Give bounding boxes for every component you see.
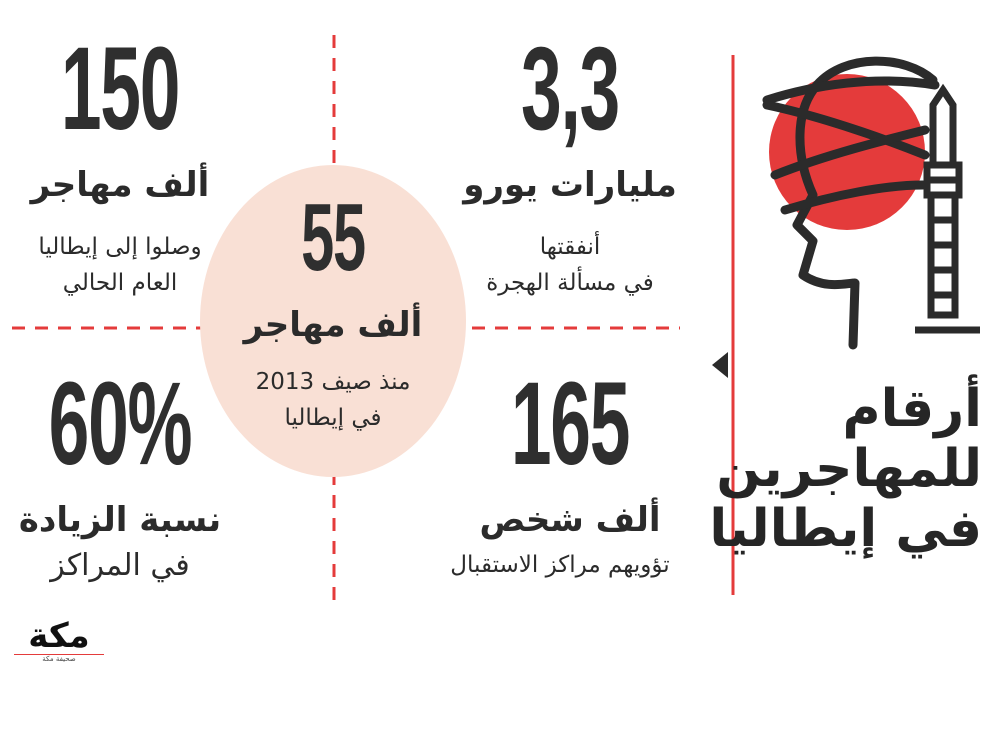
stat-housed-label: ألف شخص	[479, 500, 661, 540]
stat-cost-caption: أنفقتها في مسألة الهجرة	[440, 230, 700, 301]
stat-center-value: 55	[301, 184, 366, 291]
logo-text: مكة	[28, 616, 90, 656]
stat-increase-caption: في المراكز	[50, 548, 190, 583]
title-line-1: أرقام	[842, 379, 982, 439]
title-line-3: في إيطاليا	[709, 498, 982, 559]
stat-housed-value: 165	[510, 358, 631, 490]
stat-increase-value: 60%	[48, 358, 193, 490]
makkah-logo: مكة صحيفة مكة	[14, 618, 104, 668]
center-highlight-circle	[200, 165, 466, 477]
illustration	[762, 56, 980, 350]
stat-cost-caption-line-1: أنفقتها	[539, 234, 601, 260]
stat-arrived-value: 150	[60, 23, 181, 155]
pointer-arrow-icon	[712, 352, 728, 378]
title-line-2: للمهاجرين	[716, 438, 982, 499]
stat-increase-label: نسبة الزيادة	[18, 500, 222, 540]
stat-arrived-label: ألف مهاجر	[30, 165, 210, 205]
infographic-title: أرقام للمهاجرين في إيطاليا	[709, 379, 982, 559]
stat-cost-label: مليارات يورو	[463, 165, 677, 205]
stat-arrived-caption-line-1: وصلوا إلى إيطاليا	[38, 234, 202, 260]
stat-center-caption-line-1: منذ صيف 2013	[255, 369, 411, 395]
stat-center-caption: منذ صيف 2013 في إيطاليا	[200, 365, 466, 436]
stat-housed-caption: تؤويهم مراكز الاستقبال	[420, 548, 700, 584]
stat-arrived-caption: وصلوا إلى إيطاليا العام الحالي	[0, 230, 240, 301]
stat-cost-value: 3,3	[521, 23, 620, 155]
logo-tagline: صحيفة مكة	[14, 654, 104, 663]
tower-icon	[915, 83, 980, 334]
stat-housed-caption-line-1: تؤويهم مراكز الاستقبال	[450, 552, 670, 578]
head-profile-icon	[762, 56, 940, 350]
stat-center-label: ألف مهاجر	[243, 305, 423, 345]
stat-cost-caption-line-2: في مسألة الهجرة	[486, 269, 654, 296]
stat-arrived-caption-line-2: العام الحالي	[62, 269, 178, 296]
stat-center-caption-line-2: في إيطاليا	[284, 404, 382, 431]
